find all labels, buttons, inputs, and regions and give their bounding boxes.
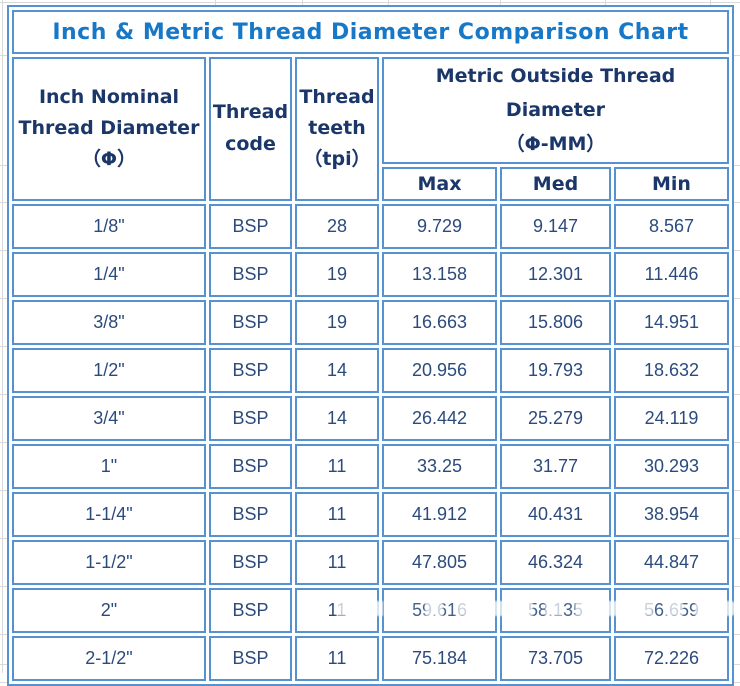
cell-min: 44.847	[614, 539, 729, 585]
table-row: 1/8" BSP 28 9.729 9.147 8.567	[12, 203, 729, 249]
table-row: 2-1/2" BSP 11 75.184 73.705 72.226	[12, 635, 729, 681]
column-header-max: Max	[382, 166, 497, 201]
cell-max: 33.25	[382, 443, 497, 489]
cell-med: 73.705	[500, 635, 611, 681]
cell-max: 41.912	[382, 491, 497, 537]
cell-tpi: 14	[295, 347, 379, 393]
cell-max: 13.158	[382, 251, 497, 297]
cell-code: BSP	[209, 299, 292, 345]
cell-med: 15.806	[500, 299, 611, 345]
column-header-inch-nominal: Inch Nominal Thread Diameter （Φ）	[12, 57, 206, 201]
cell-med: 31.77	[500, 443, 611, 489]
cell-inch: 1"	[12, 443, 206, 489]
table-row: 3/8" BSP 19 16.663 15.806 14.951	[12, 299, 729, 345]
cell-max: 59.616	[382, 587, 497, 633]
cell-tpi: 11	[295, 587, 379, 633]
table-row: 1" BSP 11 33.25 31.77 30.293	[12, 443, 729, 489]
cell-code: BSP	[209, 635, 292, 681]
cell-code: BSP	[209, 539, 292, 585]
cell-max: 20.956	[382, 347, 497, 393]
cell-tpi: 11	[295, 635, 379, 681]
cell-min: 11.446	[614, 251, 729, 297]
cell-inch: 3/8"	[12, 299, 206, 345]
header-line: Thread	[299, 85, 375, 108]
table-row: 3/4" BSP 14 26.442 25.279 24.119	[12, 395, 729, 441]
cell-min: 24.119	[614, 395, 729, 441]
cell-inch: 1-1/4"	[12, 491, 206, 537]
cell-tpi: 14	[295, 395, 379, 441]
cell-min: 72.226	[614, 635, 729, 681]
cell-min: 38.954	[614, 491, 729, 537]
table-title-row: Inch & Metric Thread Diameter Comparison…	[12, 10, 729, 54]
cell-max: 26.442	[382, 395, 497, 441]
header-line: （Φ）	[81, 148, 137, 171]
cell-med: 19.793	[500, 347, 611, 393]
cell-min: 14.951	[614, 299, 729, 345]
cell-max: 9.729	[382, 203, 497, 249]
cell-tpi: 28	[295, 203, 379, 249]
column-header-med: Med	[500, 166, 611, 201]
header-line: Inch Nominal	[38, 85, 180, 108]
gridline	[0, 2, 740, 3]
cell-med: 12.301	[500, 251, 611, 297]
cell-inch: 1/2"	[12, 347, 206, 393]
cell-code: BSP	[209, 251, 292, 297]
cell-tpi: 11	[295, 443, 379, 489]
cell-tpi: 19	[295, 251, 379, 297]
page-title: Inch & Metric Thread Diameter Comparison…	[12, 10, 729, 54]
cell-min: 56.659	[614, 587, 729, 633]
cell-med: 40.431	[500, 491, 611, 537]
table-row: 1-1/4" BSP 11 41.912 40.431 38.954	[12, 491, 729, 537]
gridline	[2, 0, 3, 673]
cell-code: BSP	[209, 443, 292, 489]
cell-min: 8.567	[614, 203, 729, 249]
header-line: （Φ-MM）	[505, 133, 606, 156]
header-line: Thread	[212, 101, 289, 124]
cell-inch: 1/4"	[12, 251, 206, 297]
cell-inch: 3/4"	[12, 395, 206, 441]
header-row-top: Inch Nominal Thread Diameter （Φ） Thread …	[12, 57, 729, 201]
cell-code: BSP	[209, 395, 292, 441]
header-line: teeth	[308, 117, 366, 140]
header-line: Metric Outside Thread Diameter	[435, 65, 676, 122]
cell-inch: 2-1/2"	[12, 635, 206, 681]
header-line: Thread Diameter	[18, 117, 200, 140]
cell-med: 25.279	[500, 395, 611, 441]
table-row: 1/2" BSP 14 20.956 19.793 18.632	[12, 347, 729, 393]
column-group-metric-diameter: Metric Outside Thread Diameter （Φ-MM）	[382, 57, 729, 164]
column-header-thread-code: Thread code	[209, 57, 292, 201]
column-header-min: Min	[614, 166, 729, 201]
cell-med: 58.135	[500, 587, 611, 633]
cell-tpi: 19	[295, 299, 379, 345]
cell-min: 18.632	[614, 347, 729, 393]
header-line: code	[225, 132, 276, 155]
cell-max: 16.663	[382, 299, 497, 345]
cell-inch: 2"	[12, 587, 206, 633]
header-line: （tpi）	[303, 148, 371, 171]
cell-tpi: 11	[295, 539, 379, 585]
thread-comparison-table: Inch & Metric Thread Diameter Comparison…	[7, 5, 734, 686]
cell-max: 75.184	[382, 635, 497, 681]
data-rows: 1/8" BSP 28 9.729 9.147 8.567 1/4" BSP 19 13.158 1…	[12, 203, 729, 681]
table-row: 1/4" BSP 19 13.158 12.301 11.446	[12, 251, 729, 297]
cell-code: BSP	[209, 203, 292, 249]
table-row: 2" BSP 11 59.616 58.135 56.659	[12, 587, 729, 633]
cell-max: 47.805	[382, 539, 497, 585]
cell-inch: 1/8"	[12, 203, 206, 249]
cell-min: 30.293	[614, 443, 729, 489]
cell-code: BSP	[209, 347, 292, 393]
header-row-sub: Max Med Min	[12, 166, 729, 201]
cell-code: BSP	[209, 491, 292, 537]
column-header-thread-teeth: Thread teeth （tpi）	[295, 57, 379, 201]
cell-inch: 1-1/2"	[12, 539, 206, 585]
cell-med: 9.147	[500, 203, 611, 249]
cell-tpi: 11	[295, 491, 379, 537]
cell-med: 46.324	[500, 539, 611, 585]
cell-code: BSP	[209, 587, 292, 633]
table-row: 1-1/2" BSP 11 47.805 46.324 44.847	[12, 539, 729, 585]
